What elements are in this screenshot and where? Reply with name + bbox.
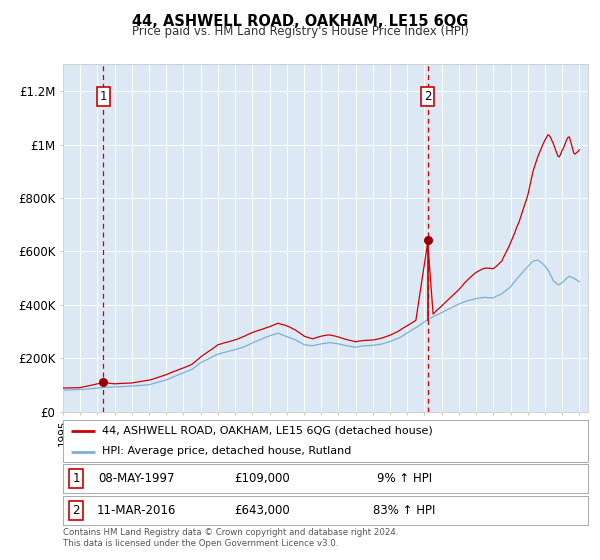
Text: Price paid vs. HM Land Registry's House Price Index (HPI): Price paid vs. HM Land Registry's House … xyxy=(131,25,469,38)
Text: £643,000: £643,000 xyxy=(235,504,290,517)
Text: Contains HM Land Registry data © Crown copyright and database right 2024.
This d: Contains HM Land Registry data © Crown c… xyxy=(63,528,398,548)
Text: 83% ↑ HPI: 83% ↑ HPI xyxy=(373,504,436,517)
Text: £109,000: £109,000 xyxy=(235,472,290,485)
Text: 44, ASHWELL ROAD, OAKHAM, LE15 6QG (detached house): 44, ASHWELL ROAD, OAKHAM, LE15 6QG (deta… xyxy=(103,426,433,436)
Text: 08-MAY-1997: 08-MAY-1997 xyxy=(98,472,175,485)
Text: 9% ↑ HPI: 9% ↑ HPI xyxy=(377,472,432,485)
Text: 44, ASHWELL ROAD, OAKHAM, LE15 6QG: 44, ASHWELL ROAD, OAKHAM, LE15 6QG xyxy=(132,14,468,29)
Text: 11-MAR-2016: 11-MAR-2016 xyxy=(97,504,176,517)
Text: 2: 2 xyxy=(424,90,431,103)
Text: 1: 1 xyxy=(73,472,80,485)
Text: HPI: Average price, detached house, Rutland: HPI: Average price, detached house, Rutl… xyxy=(103,446,352,456)
Text: 1: 1 xyxy=(100,90,107,103)
Text: 2: 2 xyxy=(73,504,80,517)
